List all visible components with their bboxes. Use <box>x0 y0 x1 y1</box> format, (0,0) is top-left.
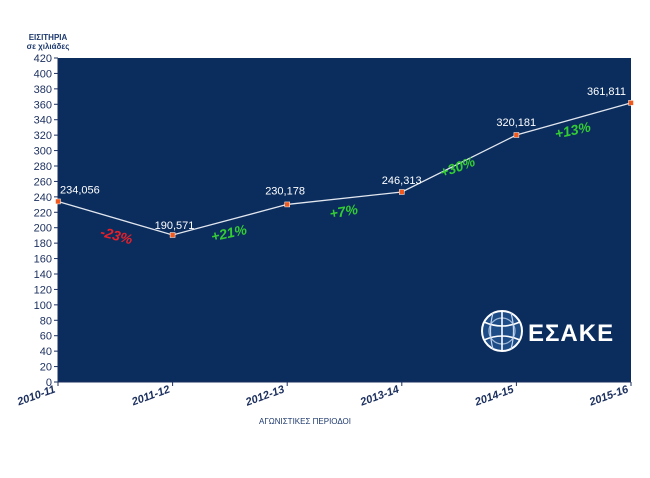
y-tick-label: 40 <box>40 346 52 358</box>
change-annotation: +21% <box>209 221 248 244</box>
y-tick-label: 420 <box>34 53 52 65</box>
y-axis-label-line-1: ΕΙΣΙΤΗΡΙΑ <box>29 33 68 42</box>
series-line <box>57 102 632 236</box>
x-tick-label: 2012-13 <box>243 384 286 409</box>
y-tick-label: 60 <box>40 331 52 343</box>
y-tick-label: 340 <box>34 115 52 127</box>
y-tick-label: 20 <box>40 362 52 374</box>
y-tick-label: 300 <box>34 146 52 158</box>
y-axis-label-line-2: σε χιλιάδες <box>27 42 70 51</box>
x-axis: 2010-11 2011-12 2012-13 2013-14 2014-15 2015-… <box>15 381 632 409</box>
x-tick-label: 2015-16 <box>587 383 631 409</box>
data-labels: 234,056 190,571 230,178 246,313 320,181 361,8… <box>60 86 626 232</box>
y-tick-label: 240 <box>34 192 52 204</box>
data-point <box>628 100 634 106</box>
data-label: 361,811 <box>587 86 626 98</box>
y-tick-label: 400 <box>34 68 52 80</box>
x-tick-label: 2013-14 <box>358 384 401 409</box>
y-tick-label: 120 <box>34 284 52 296</box>
x-tick-label: 2014-15 <box>472 383 516 409</box>
data-label: 190,571 <box>155 220 195 232</box>
y-tick-label: 100 <box>34 300 52 312</box>
plot-area <box>58 58 631 382</box>
x-tick-label: 2011-12 <box>129 384 171 409</box>
y-axis: 0 20 40 60 80 100 120 140 160 180 200 220 240 260 280 3… <box>34 53 59 389</box>
x-axis-label: ΑΓΩΝΙΣΤΙΚΕΣ ΠΕΡΙΟΔΟΙ <box>259 417 351 426</box>
data-point <box>284 201 290 208</box>
data-label: 320,181 <box>496 117 536 129</box>
y-tick-label: 80 <box>40 315 52 327</box>
y-tick-label: 200 <box>34 223 52 235</box>
y-tick-label: 140 <box>34 269 52 281</box>
esake-logo: ΕΣΑΚΕ <box>481 310 614 352</box>
y-tick-label: 360 <box>34 99 52 111</box>
y-tick-label: 160 <box>34 254 52 266</box>
data-label: 246,313 <box>382 175 422 187</box>
y-tick-label: 260 <box>34 176 52 188</box>
y-tick-label: 380 <box>34 84 52 96</box>
change-annotation: +13% <box>553 118 592 141</box>
series <box>55 100 634 238</box>
basketball-icon <box>481 310 523 352</box>
annotations: -23% +21%+7%+30%+13% <box>99 118 593 247</box>
y-tick-label: 0 <box>46 377 52 389</box>
data-label: 230,178 <box>265 185 305 197</box>
data-point <box>513 132 520 138</box>
y-tick-label: 220 <box>34 207 52 219</box>
x-tick-label: 2010-11 <box>15 384 57 409</box>
y-tick-label: 320 <box>34 130 52 142</box>
data-point <box>169 232 176 238</box>
data-point <box>55 198 61 205</box>
change-annotation: +7% <box>328 201 359 222</box>
y-tick-label: 180 <box>34 238 52 250</box>
y-tick-label: 280 <box>34 161 52 173</box>
data-point <box>399 189 405 195</box>
logo-text: ΕΣΑΚΕ <box>528 320 614 347</box>
data-label: 234,056 <box>60 184 100 196</box>
